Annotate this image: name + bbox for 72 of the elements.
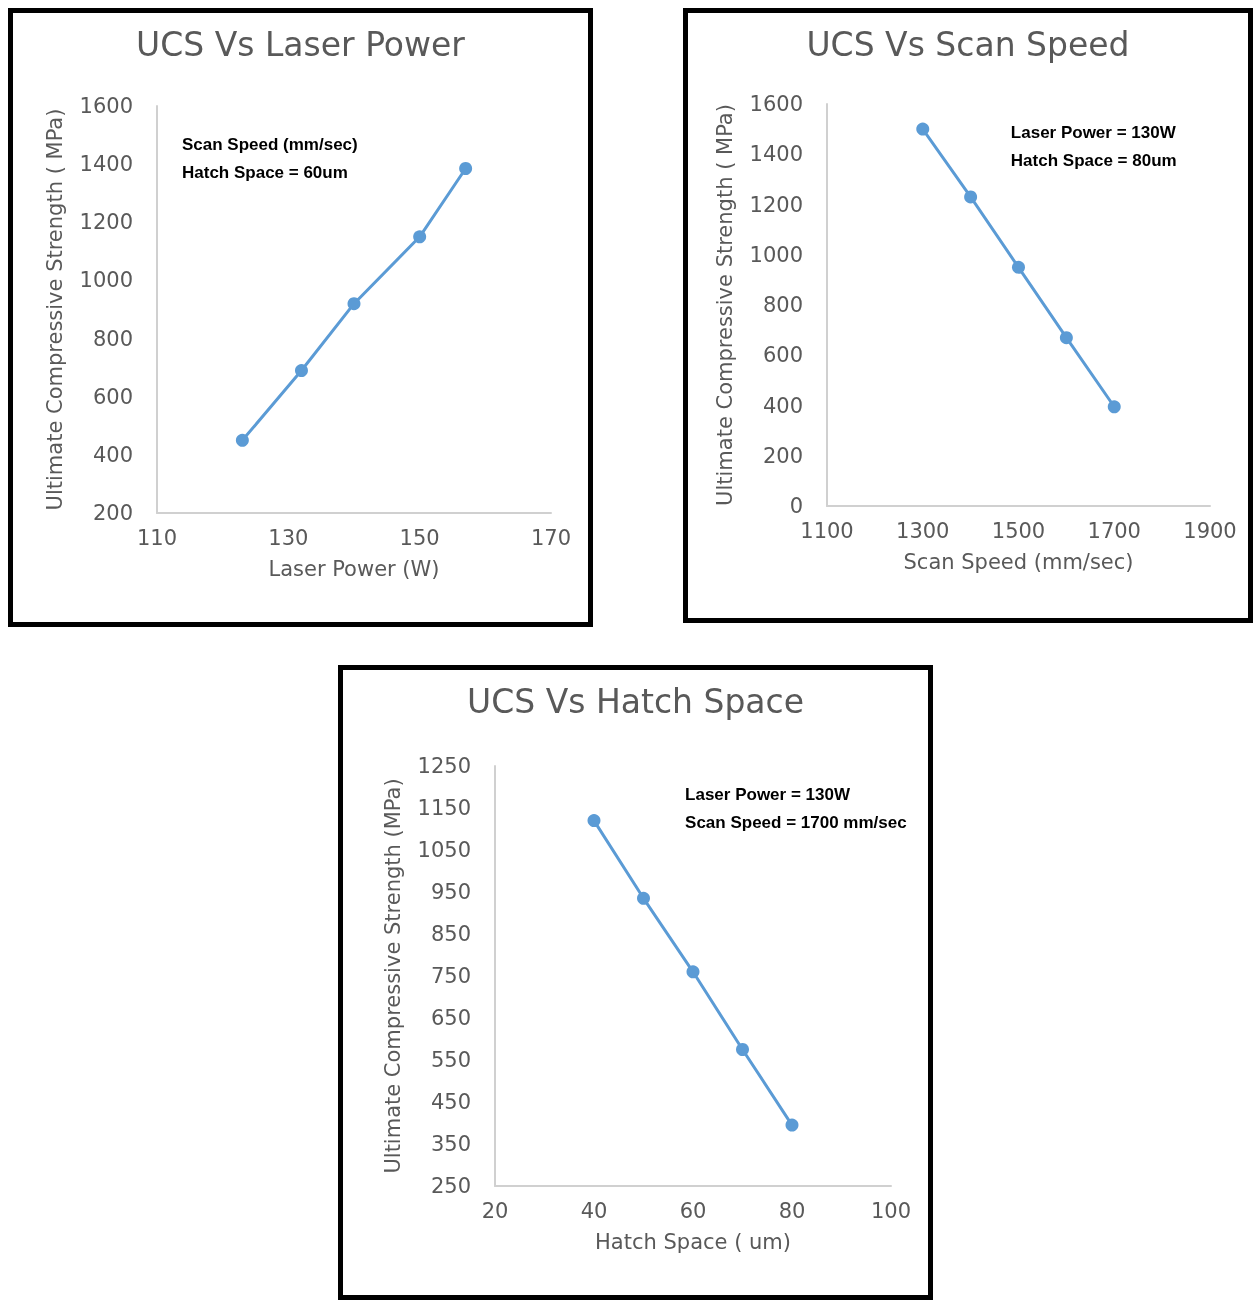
x-tick-label: 1300 — [896, 518, 950, 543]
y-tick-label: 250 — [430, 1174, 471, 1198]
y-tick-label: 450 — [430, 1090, 471, 1114]
point — [736, 1043, 749, 1056]
y-tick-label: 800 — [762, 293, 803, 317]
x-tick-label: 40 — [580, 1198, 608, 1223]
chart-title: UCS Vs Hatch Space — [467, 682, 804, 721]
y-tick-label: 200 — [762, 443, 803, 468]
y-tick-label: 650 — [430, 1006, 471, 1030]
y-axis-title: Ultimate Compressive Strength ( MPa) — [712, 104, 737, 506]
y-tick-label: 750 — [430, 964, 471, 988]
point — [1059, 331, 1073, 345]
x-tick-label: 1700 — [1087, 518, 1141, 543]
y-tick-label: 1050 — [417, 838, 471, 862]
x-axis-title: Laser Power (W) — [268, 556, 440, 581]
y-tick-label: 1600 — [79, 94, 133, 118]
y-tick-label: 1400 — [749, 142, 803, 167]
y-tick-label: 1000 — [749, 242, 803, 267]
x-tick-label: 1900 — [1183, 518, 1237, 543]
y-tick-label: 600 — [92, 384, 133, 409]
y-tick-label: 400 — [92, 442, 133, 467]
x-tick-label: 170 — [530, 525, 572, 550]
point — [1012, 260, 1025, 274]
annotation: Hatch Space = 80um — [1010, 151, 1177, 170]
x-tick-label: 60 — [679, 1198, 707, 1223]
point — [916, 122, 930, 136]
y-tick-label: 1250 — [417, 754, 471, 778]
x-axis-title: Scan Speed (mm/sec) — [903, 549, 1134, 574]
x-tick-label: 1100 — [800, 518, 854, 543]
point — [637, 891, 650, 905]
point — [587, 814, 601, 828]
chart-title: UCS Vs Scan Speed — [806, 25, 1130, 64]
y-tick-label: 950 — [430, 880, 471, 904]
y-tick-label: 800 — [92, 326, 133, 351]
point — [1107, 400, 1121, 414]
x-tick-label: 20 — [481, 1198, 509, 1223]
point — [413, 230, 427, 244]
point — [459, 162, 473, 175]
point — [347, 297, 361, 311]
x-axis-title: Hatch Space ( um) — [595, 1229, 791, 1254]
y-tick-label: 1400 — [79, 152, 133, 177]
x-tick-label: 150 — [399, 525, 440, 550]
x-tick-label: 80 — [778, 1198, 806, 1223]
y-tick-label: 1200 — [749, 192, 803, 217]
point — [964, 190, 978, 204]
point — [785, 1118, 799, 1132]
y-tick-label: 600 — [762, 343, 803, 368]
y-tick-label: 350 — [430, 1132, 471, 1156]
y-tick-label: 1150 — [417, 796, 471, 820]
y-tick-label: 400 — [762, 393, 803, 418]
point — [686, 965, 700, 979]
annotation: Laser Power = 130W — [685, 785, 851, 804]
annotation: Laser Power = 130W — [1010, 123, 1177, 142]
y-tick-label: 1200 — [79, 210, 133, 235]
annotation: Hatch Space = 60um — [182, 163, 348, 182]
y-tick-label: 200 — [92, 501, 133, 525]
y-tick-label: 1000 — [79, 268, 133, 293]
annotation: Scan Speed = 1700 mm/sec — [685, 813, 907, 832]
x-tick-label: 130 — [268, 525, 309, 550]
chart-title: UCS Vs Laser Power — [136, 25, 466, 64]
annotation: Scan Speed (mm/sec) — [182, 135, 358, 154]
y-tick-label: 550 — [430, 1048, 471, 1072]
x-tick-label: 1500 — [991, 518, 1046, 543]
x-tick-label: 100 — [870, 1198, 912, 1223]
point — [235, 433, 249, 447]
y-axis-title: Ultimate Compressive Strength (MPa) — [380, 778, 405, 1174]
y-tick-label: 1600 — [749, 92, 803, 116]
point — [294, 364, 308, 378]
y-tick-label: 0 — [789, 494, 803, 518]
x-tick-label: 110 — [136, 525, 178, 550]
y-axis-title: Ultimate Compressive Strength ( MPa) — [42, 108, 67, 511]
y-tick-label: 850 — [430, 922, 471, 946]
